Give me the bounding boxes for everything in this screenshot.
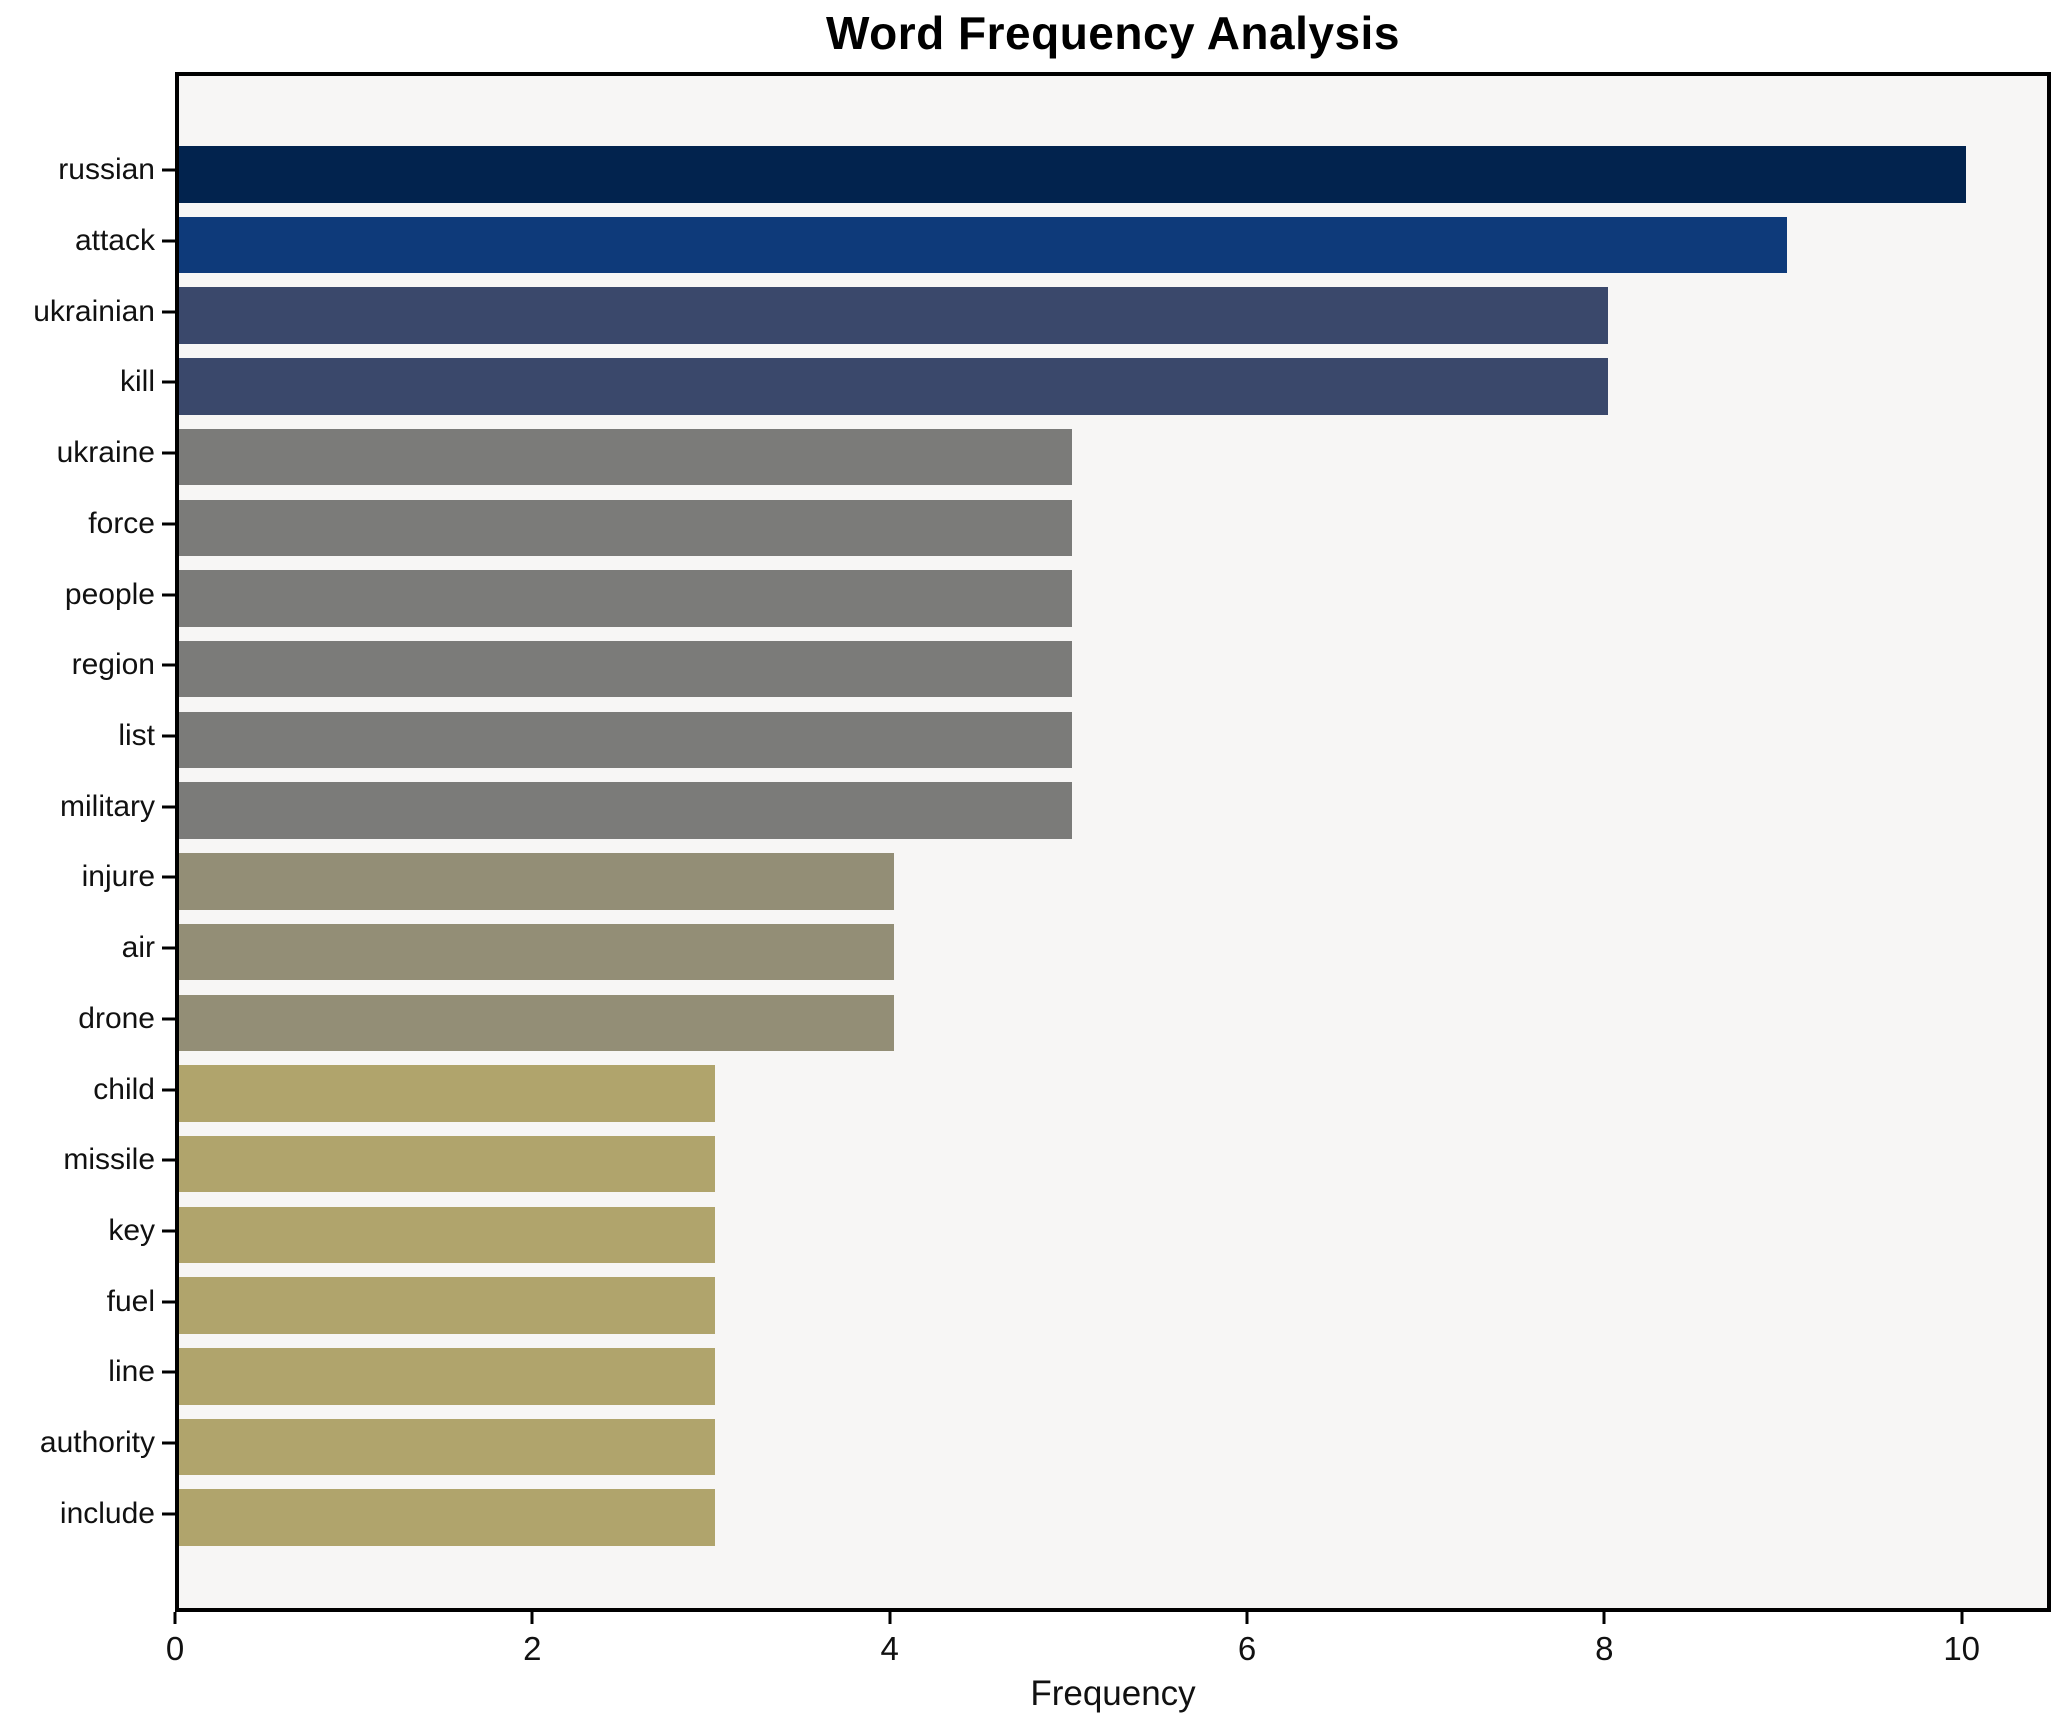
xtick-label-8: 8 — [1595, 1630, 1614, 1667]
ytick-label-missile: missile — [63, 1143, 155, 1177]
ytick-label-military: military — [60, 789, 155, 823]
ytick-label-line: line — [108, 1355, 155, 1389]
ytick-mark-people — [162, 593, 175, 596]
bar-key — [179, 1206, 715, 1264]
ytick-label-fuel: fuel — [106, 1284, 155, 1318]
ytick-mark-authority — [162, 1441, 175, 1445]
ytick-mark-force — [162, 522, 175, 526]
ytick-mark-fuel — [162, 1300, 175, 1304]
ytick-mark-air — [162, 946, 175, 950]
ytick-mark-drone — [162, 1017, 175, 1021]
ytick-label-kill: kill — [120, 365, 155, 399]
ytick-mark-line — [162, 1370, 175, 1374]
ytick-label-russian: russian — [58, 153, 155, 187]
xtick-mark-6 — [1245, 1612, 1249, 1624]
ytick-mark-military — [162, 805, 175, 809]
ytick-mark-ukrainian — [162, 310, 175, 314]
bar-injure — [179, 853, 894, 910]
bar-child — [179, 1065, 715, 1122]
bar-drone — [179, 994, 894, 1052]
chart-title: Word Frequency Analysis — [826, 7, 1400, 59]
bar-military — [179, 782, 1073, 839]
ytick-label-authority: authority — [39, 1426, 155, 1459]
ytick-label-ukrainian: ukrainian — [33, 294, 155, 328]
bar-attack — [179, 216, 1787, 274]
bar-line — [179, 1348, 715, 1405]
bar-fuel — [179, 1277, 715, 1334]
ytick-mark-region — [162, 663, 175, 667]
bar-air — [179, 923, 894, 981]
ytick-label-region: region — [71, 648, 155, 682]
ytick-mark-attack — [162, 239, 175, 243]
bar-region — [179, 640, 1073, 698]
ytick-mark-injure — [162, 875, 175, 879]
x-axis-title: Frequency — [1030, 1674, 1196, 1713]
xtick-label-4: 4 — [880, 1630, 899, 1667]
ytick-label-attack: attack — [74, 224, 155, 257]
ytick-label-drone: drone — [78, 1001, 155, 1035]
xtick-label-2: 2 — [523, 1630, 542, 1667]
bar-people — [179, 570, 1073, 627]
ytick-label-list: list — [118, 718, 155, 752]
ytick-label-child: child — [93, 1072, 155, 1106]
plot-area — [175, 72, 2051, 1612]
xtick-label-0: 0 — [165, 1630, 185, 1667]
ytick-label-people: people — [64, 577, 155, 611]
bar-ukraine — [179, 428, 1073, 486]
bar-include — [179, 1489, 715, 1546]
ytick-label-key: key — [108, 1213, 155, 1247]
xtick-mark-4 — [888, 1612, 892, 1624]
bar-list — [179, 711, 1073, 769]
xtick-label-10: 10 — [1943, 1630, 1981, 1667]
bar-missile — [179, 1135, 715, 1193]
xtick-mark-10 — [1960, 1612, 1964, 1624]
bar-russian — [179, 146, 1966, 203]
xtick-mark-0 — [173, 1612, 177, 1624]
bar-force — [179, 499, 1073, 557]
ytick-mark-kill — [162, 380, 175, 384]
ytick-mark-key — [162, 1229, 175, 1233]
ytick-mark-include — [162, 1512, 175, 1516]
ytick-label-air: air — [121, 931, 155, 965]
ytick-label-injure: injure — [81, 860, 155, 894]
ytick-label-ukraine: ukraine — [56, 436, 155, 470]
xtick-mark-8 — [1602, 1612, 1606, 1624]
xtick-mark-2 — [530, 1612, 534, 1624]
bar-ukrainian — [179, 287, 1609, 344]
ytick-mark-ukraine — [162, 451, 175, 455]
bar-kill — [179, 358, 1609, 415]
xtick-label-6: 6 — [1237, 1630, 1257, 1667]
ytick-label-force: force — [88, 506, 155, 540]
ytick-mark-child — [162, 1088, 175, 1091]
ytick-label-include: include — [59, 1496, 155, 1530]
ytick-mark-missile — [162, 1158, 175, 1162]
bar-authority — [179, 1418, 715, 1476]
ytick-mark-list — [162, 734, 175, 738]
ytick-mark-russian — [162, 168, 175, 172]
